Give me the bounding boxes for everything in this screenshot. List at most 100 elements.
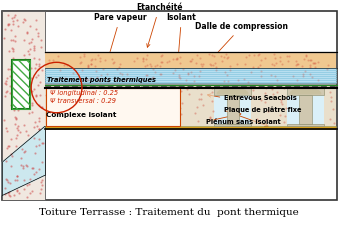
- Point: [63, 76, 68, 80]
- Point: [39, 68, 45, 72]
- Bar: [46, 88, 180, 126]
- Point: [198, 62, 204, 66]
- Point: [85, 63, 91, 66]
- Bar: [12, 60, 30, 109]
- Point: [61, 63, 66, 67]
- Point: [8, 103, 14, 107]
- Point: [255, 65, 260, 68]
- Point: [262, 56, 268, 60]
- Point: [36, 120, 42, 123]
- Point: [295, 63, 300, 66]
- Point: [106, 118, 112, 122]
- Point: [14, 126, 20, 130]
- Point: [116, 101, 122, 105]
- Point: [251, 53, 256, 57]
- Bar: [299, 95, 311, 124]
- Point: [165, 60, 170, 64]
- Point: [219, 60, 225, 63]
- Point: [112, 60, 117, 63]
- Point: [20, 87, 25, 90]
- Point: [328, 95, 333, 98]
- Text: Entrevous Seacbois: Entrevous Seacbois: [224, 94, 297, 101]
- Point: [105, 79, 110, 83]
- Point: [209, 90, 215, 93]
- Bar: [45, 126, 336, 129]
- Point: [124, 72, 130, 76]
- Point: [209, 87, 215, 90]
- Point: [61, 110, 67, 114]
- Point: [218, 54, 223, 58]
- Point: [18, 76, 23, 79]
- Point: [14, 178, 19, 182]
- Point: [327, 90, 333, 94]
- Point: [6, 49, 11, 52]
- Point: [128, 120, 133, 124]
- Bar: [178, 85, 214, 126]
- Bar: [287, 124, 324, 126]
- Point: [36, 167, 41, 171]
- Point: [33, 144, 39, 147]
- Point: [50, 120, 55, 124]
- Point: [128, 104, 133, 108]
- Point: [22, 54, 27, 57]
- Point: [23, 18, 28, 22]
- Point: [35, 32, 40, 35]
- Polygon shape: [217, 88, 248, 94]
- Point: [144, 63, 149, 67]
- Point: [110, 61, 116, 65]
- Point: [11, 108, 17, 112]
- Point: [36, 64, 42, 68]
- Point: [8, 29, 14, 32]
- Point: [157, 72, 163, 76]
- Point: [84, 77, 90, 81]
- Point: [209, 53, 215, 57]
- Point: [39, 160, 45, 163]
- Point: [92, 57, 97, 61]
- Point: [18, 156, 23, 160]
- Text: Ψ transversal : 0.29: Ψ transversal : 0.29: [50, 98, 116, 104]
- Point: [170, 71, 175, 75]
- Point: [2, 94, 7, 98]
- Point: [301, 58, 307, 61]
- Point: [35, 83, 40, 86]
- Point: [24, 183, 30, 187]
- Point: [45, 99, 50, 103]
- Point: [189, 57, 195, 61]
- Point: [97, 59, 102, 63]
- Point: [286, 54, 292, 57]
- Point: [200, 103, 206, 106]
- Bar: [45, 52, 336, 53]
- Point: [7, 144, 12, 147]
- Point: [170, 58, 176, 61]
- Point: [116, 65, 121, 68]
- Point: [10, 70, 16, 73]
- Point: [8, 64, 14, 68]
- Point: [94, 69, 99, 73]
- Point: [137, 112, 143, 115]
- Point: [274, 91, 279, 94]
- Point: [312, 65, 318, 68]
- Point: [13, 122, 18, 126]
- Point: [88, 62, 94, 66]
- Point: [157, 65, 163, 68]
- Point: [51, 93, 57, 97]
- Point: [308, 63, 313, 67]
- Point: [64, 102, 69, 106]
- Point: [166, 59, 171, 63]
- Point: [310, 61, 316, 65]
- Point: [176, 75, 182, 79]
- Point: [223, 53, 228, 56]
- Point: [193, 61, 199, 65]
- Point: [13, 178, 18, 182]
- Point: [194, 86, 200, 90]
- Point: [194, 105, 200, 109]
- Point: [174, 57, 180, 61]
- Point: [33, 66, 38, 70]
- Point: [96, 78, 101, 81]
- Bar: [2, 11, 45, 200]
- Point: [277, 55, 283, 59]
- Point: [272, 56, 277, 60]
- Point: [4, 129, 10, 133]
- Point: [197, 56, 203, 60]
- Text: Ψ longitudinal : 0.25: Ψ longitudinal : 0.25: [50, 90, 118, 96]
